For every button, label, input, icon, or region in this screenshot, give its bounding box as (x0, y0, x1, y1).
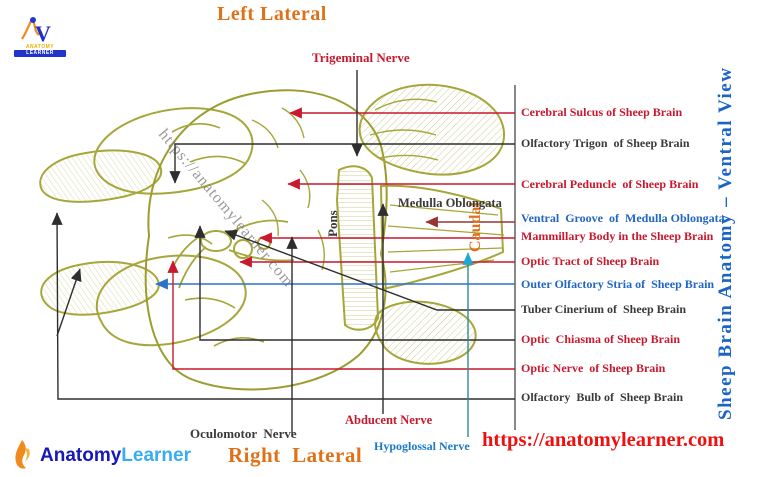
footer-logo-anatomy: Anatomy (40, 445, 122, 466)
mini-logo-v: V (35, 21, 51, 44)
footer-logo: Anatomy Learner (10, 438, 191, 474)
label-abducent-nerve: Abducent Nerve (345, 413, 433, 427)
mini-logo-anatomy-text: ANATOMY (25, 44, 55, 50)
label-cerebral-sulcus: Cerebral Sulcus of Sheep Brain (521, 105, 683, 119)
mini-logo: V ANATOMY LEARNER (14, 16, 66, 57)
heading-left-lateral: Left Lateral (217, 3, 327, 25)
heading-right-lateral: Right Lateral (228, 443, 363, 467)
footer-url: https://anatomylearner.com (482, 429, 725, 451)
label-optic-chiasma: Optic Chiasma of Sheep Brain (521, 332, 681, 346)
label-hypoglossal-nerve: Hypoglossal Nerve (374, 439, 470, 453)
label-optic-nerve: Optic Nerve of Sheep Brain (521, 361, 666, 375)
label-tuber-cinerium: Tuber Cinerium of Sheep Brain (521, 302, 687, 316)
side-title: Sheep Brain Anatomy – Ventral View (715, 66, 736, 420)
label-mammillary-body: Mammillary Body in the Sheep Brain (521, 229, 714, 243)
label-outer-olfactory-stria: Outer Olfactory Stria of Sheep Brain (521, 277, 715, 291)
label-ventral-groove: Ventral Groove of Medulla Oblongata (521, 211, 725, 225)
label-cerebral-peduncle: Cerebral Peduncle of Sheep Brain (521, 177, 699, 191)
footer-logo-flame-icon (15, 440, 30, 469)
label-medulla-oblongata: Medulla Oblongata (398, 196, 502, 210)
label-olfactory-bulb: Olfactory Bulb of Sheep Brain (521, 390, 684, 404)
footer-logo-learner: Learner (121, 445, 191, 466)
label-olfactory-trigon: Olfactory Trigon of Sheep Brain (521, 136, 690, 150)
label-optic-tract: Optic Tract of Sheep Brain (521, 254, 660, 268)
label-oculomotor-nerve: Oculomotor Nerve (190, 426, 297, 441)
orientation-cranial: Cranial (0, 176, 4, 243)
label-pons: Pons (325, 210, 340, 237)
label-trigeminal-nerve: Trigeminal Nerve (312, 50, 410, 65)
mini-logo-learner-text: LEARNER (14, 50, 66, 57)
mini-logo-figure-icon: V (21, 17, 51, 44)
